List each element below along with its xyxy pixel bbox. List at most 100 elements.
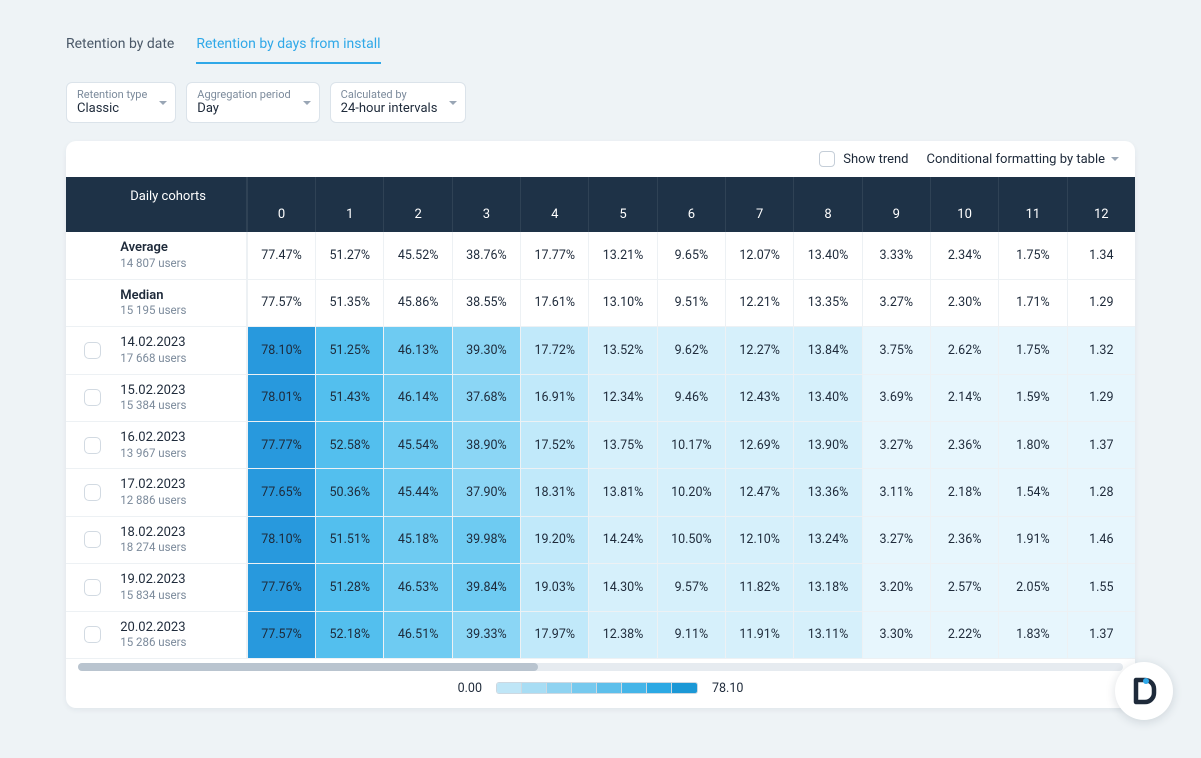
value-cell: 17.77% xyxy=(520,232,588,279)
row-checkbox-cell xyxy=(66,422,118,469)
cohort-users: 14 807 users xyxy=(120,257,240,271)
value-cell: 46.13% xyxy=(383,327,451,374)
value-cell: 39.30% xyxy=(452,327,520,374)
legend-swatch xyxy=(672,683,697,693)
value-cell: 3.30% xyxy=(862,612,930,659)
value-cell: 12.38% xyxy=(588,612,656,659)
filters-row: Retention type Classic Aggregation perio… xyxy=(66,82,1135,123)
value-cell: 1.34 xyxy=(1067,232,1135,279)
value-cell: 13.81% xyxy=(588,469,656,516)
value-cell: 51.28% xyxy=(315,564,383,611)
value-cell: 16.91% xyxy=(520,375,588,422)
conditional-formatting-label: Conditional formatting by table xyxy=(927,152,1105,167)
table-row: 17.02.202312 886 users77.65%50.36%45.44%… xyxy=(66,469,1135,516)
value-cell: 19.20% xyxy=(520,517,588,564)
row-checkbox[interactable] xyxy=(84,626,101,643)
checkbox-icon xyxy=(819,151,835,167)
value-cell: 77.77% xyxy=(247,422,315,469)
cohort-users: 15 286 users xyxy=(120,636,240,650)
value-cell: 1.80% xyxy=(998,422,1066,469)
row-checkbox[interactable] xyxy=(84,389,101,406)
value-cell: 2.22% xyxy=(930,612,998,659)
value-cell: 46.51% xyxy=(383,612,451,659)
scrollbar-thumb[interactable] xyxy=(78,663,538,671)
row-checkbox[interactable] xyxy=(84,531,101,548)
row-checkbox[interactable] xyxy=(84,579,101,596)
value-cell: 1.29 xyxy=(1067,375,1135,422)
day-header: 9 xyxy=(862,177,930,232)
value-cell: 3.27% xyxy=(862,517,930,564)
conditional-formatting-select[interactable]: Conditional formatting by table xyxy=(927,152,1119,167)
value-cell: 13.35% xyxy=(793,280,861,327)
value-cell: 2.62% xyxy=(930,327,998,374)
chevron-down-icon xyxy=(449,101,457,105)
row-checkbox[interactable] xyxy=(84,437,101,454)
row-checkbox-cell xyxy=(66,612,118,659)
value-cell: 17.52% xyxy=(520,422,588,469)
day-header: 11 xyxy=(998,177,1066,232)
row-checkbox[interactable] xyxy=(84,342,101,359)
day-header: 10 xyxy=(930,177,998,232)
value-cell: 2.57% xyxy=(930,564,998,611)
value-cell: 38.55% xyxy=(452,280,520,327)
day-header: 0 xyxy=(247,177,315,232)
value-cell: 78.10% xyxy=(247,327,315,374)
day-header: 5 xyxy=(588,177,656,232)
value-cell: 51.25% xyxy=(315,327,383,374)
value-cell: 19.03% xyxy=(520,564,588,611)
calculated-by-select[interactable]: Calculated by 24-hour intervals xyxy=(330,82,467,123)
value-cell: 37.68% xyxy=(452,375,520,422)
cohort-users: 15 834 users xyxy=(120,589,240,603)
row-checkbox-cell xyxy=(66,564,118,611)
cohort-name: 18.02.2023 xyxy=(120,525,240,541)
value-cell: 50.36% xyxy=(315,469,383,516)
day-header: 4 xyxy=(520,177,588,232)
table-row: Average14 807 users77.47%51.27%45.52%38.… xyxy=(66,232,1135,279)
table-scroll[interactable]: Daily cohorts0123456789101112 Average14 … xyxy=(66,177,1135,659)
value-cell: 13.11% xyxy=(793,612,861,659)
value-cell: 13.52% xyxy=(588,327,656,374)
daily-cohorts-header: Daily cohorts xyxy=(118,177,247,232)
legend-swatch xyxy=(647,683,672,693)
horizontal-scrollbar[interactable] xyxy=(78,663,1123,671)
cohort-cell: 19.02.202315 834 users xyxy=(118,564,247,611)
value-cell: 1.54% xyxy=(998,469,1066,516)
value-cell: 12.10% xyxy=(725,517,793,564)
tabs: Retention by date Retention by days from… xyxy=(66,36,1135,64)
value-cell: 2.14% xyxy=(930,375,998,422)
table-row: 16.02.202313 967 users77.77%52.58%45.54%… xyxy=(66,422,1135,469)
tab-retention-by-days-from-install[interactable]: Retention by days from install xyxy=(196,36,380,64)
cohort-users: 15 384 users xyxy=(120,399,240,413)
value-cell: 1.37 xyxy=(1067,422,1135,469)
value-cell: 10.20% xyxy=(657,469,725,516)
cohort-name: 16.02.2023 xyxy=(120,430,240,446)
tab-retention-by-date[interactable]: Retention by date xyxy=(66,36,174,64)
cohort-cell: 14.02.202317 668 users xyxy=(118,327,247,374)
value-cell: 13.10% xyxy=(588,280,656,327)
value-cell: 3.75% xyxy=(862,327,930,374)
row-checkbox-cell xyxy=(66,280,118,327)
chevron-down-icon xyxy=(303,101,311,105)
retention-type-select[interactable]: Retention type Classic xyxy=(66,82,176,123)
retention-table: Daily cohorts0123456789101112 Average14 … xyxy=(66,177,1135,659)
aggregation-label: Aggregation period xyxy=(197,89,290,101)
day-header: 8 xyxy=(793,177,861,232)
aggregation-select[interactable]: Aggregation period Day xyxy=(186,82,319,123)
day-header: 3 xyxy=(452,177,520,232)
legend-swatch xyxy=(622,683,647,693)
table-row: Median15 195 users77.57%51.35%45.86%38.5… xyxy=(66,280,1135,327)
value-cell: 12.21% xyxy=(725,280,793,327)
value-cell: 2.36% xyxy=(930,422,998,469)
value-cell: 12.07% xyxy=(725,232,793,279)
value-cell: 9.51% xyxy=(657,280,725,327)
show-trend-toggle[interactable]: Show trend xyxy=(819,151,908,167)
value-cell: 12.27% xyxy=(725,327,793,374)
value-cell: 1.75% xyxy=(998,327,1066,374)
chevron-down-icon xyxy=(159,101,167,105)
retention-type-label: Retention type xyxy=(77,89,147,101)
cohort-name: 15.02.2023 xyxy=(120,383,240,399)
row-checkbox[interactable] xyxy=(84,484,101,501)
value-cell: 51.27% xyxy=(315,232,383,279)
value-cell: 51.35% xyxy=(315,280,383,327)
aggregation-value: Day xyxy=(197,102,290,116)
